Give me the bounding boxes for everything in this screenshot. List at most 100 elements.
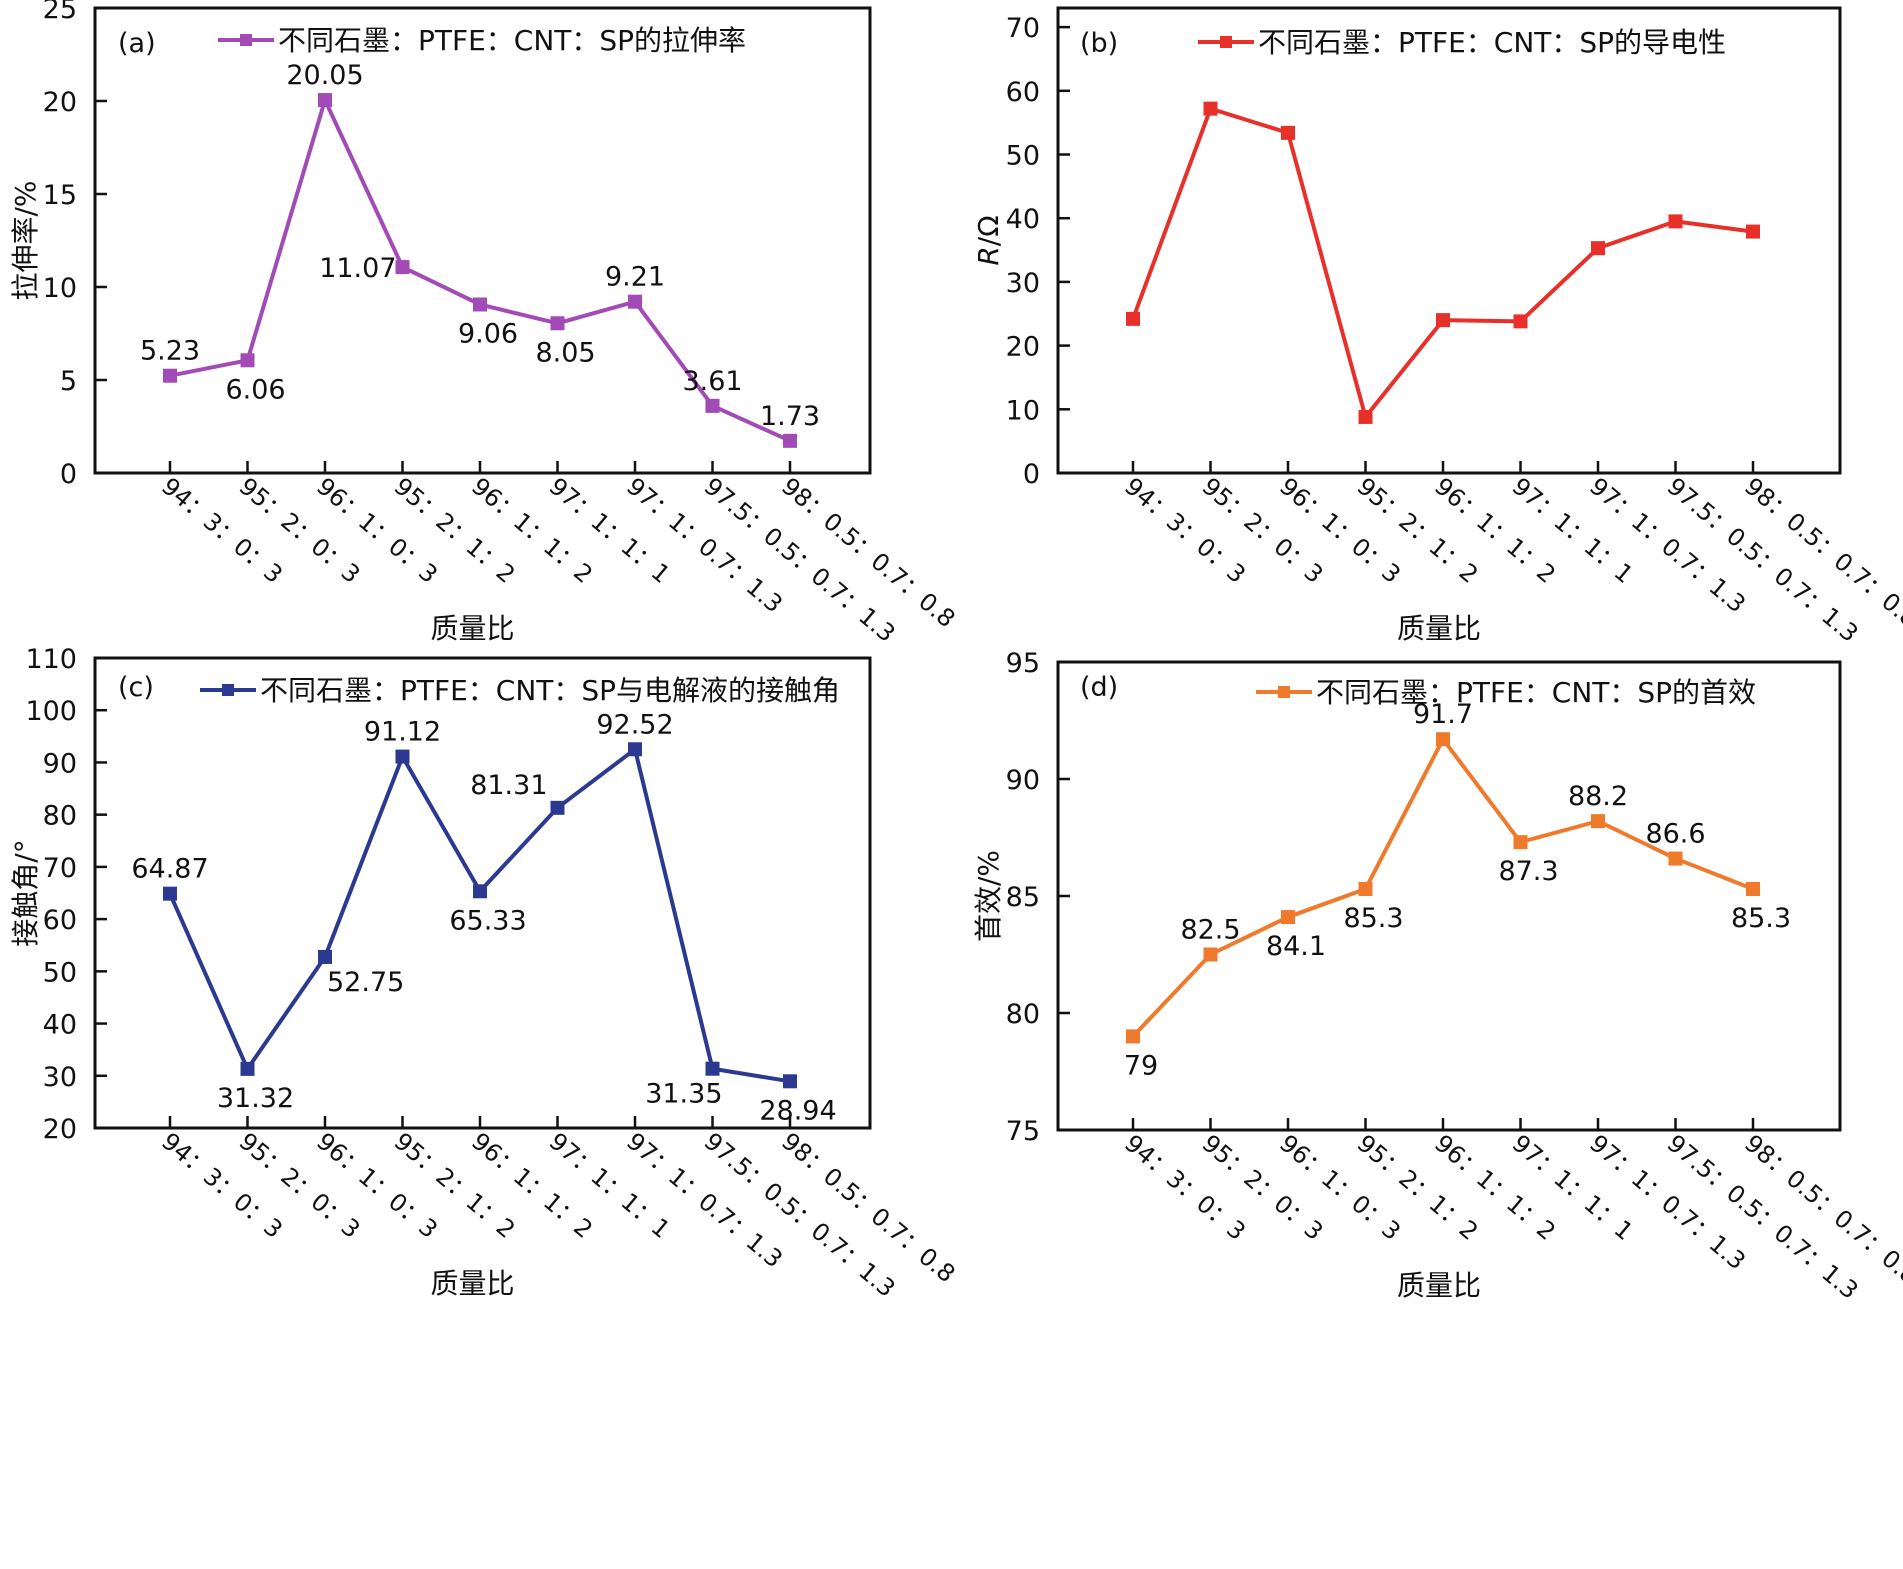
y-axis-title-unit: /Ω (972, 215, 1005, 246)
x-axis-title: 质量比 (430, 1267, 514, 1300)
data-label: 84.1 (1266, 931, 1326, 962)
y-tick-label: 0 (60, 459, 77, 490)
data-label: 91.7 (1413, 699, 1473, 730)
data-point (1513, 314, 1528, 329)
y-tick-label: 5 (60, 366, 77, 397)
y-tick-label: 90 (1006, 765, 1040, 796)
y-axis-title-italic: R (972, 246, 1005, 265)
data-label: 52.75 (327, 967, 404, 998)
panel-c: 203040506070809010011094：3：0：395：2：0：396… (9, 644, 960, 1303)
data-label: 65.33 (449, 905, 526, 936)
data-point (783, 1074, 797, 1089)
y-tick-label: 70 (1006, 13, 1040, 44)
y-tick-label: 50 (1006, 141, 1040, 172)
y-tick-label: 60 (1006, 77, 1040, 108)
data-point (163, 368, 177, 383)
data-point (395, 260, 410, 275)
data-point (1126, 311, 1140, 326)
y-axis-title: 接触角/° (9, 839, 42, 946)
y-tick-label: 20 (43, 87, 77, 118)
data-point (473, 884, 487, 899)
data-point (628, 742, 642, 757)
data-point (628, 294, 642, 309)
legend-marker (222, 684, 234, 696)
data-label: 88.2 (1568, 781, 1628, 812)
data-point (550, 800, 565, 815)
data-label: 20.05 (286, 60, 363, 91)
plot-frame (1056, 6, 1842, 475)
y-axis-title: R/Ω (972, 215, 1005, 265)
data-point (318, 949, 332, 964)
plot-frame (1056, 660, 1842, 1132)
legend-text: 不同石墨：PTFE：CNT：SP与电解液的接触角 (260, 674, 840, 707)
y-tick-label: 20 (1006, 332, 1040, 363)
y-tick-label: 30 (43, 1062, 77, 1093)
y-tick-label: 40 (1006, 204, 1040, 235)
data-point (240, 353, 255, 368)
data-point (1281, 125, 1295, 140)
x-axis-title: 质量比 (1397, 1269, 1481, 1302)
panel-label: (c) (118, 672, 154, 703)
panel-label: (b) (1080, 28, 1118, 59)
x-axis-title: 质量比 (1397, 612, 1481, 645)
y-tick-label: 100 (25, 696, 77, 727)
data-point (1591, 241, 1605, 256)
data-point (1436, 732, 1450, 747)
data-point (473, 297, 487, 312)
data-point (1591, 814, 1605, 829)
data-point (1358, 409, 1373, 424)
plot-frame (93, 6, 872, 475)
data-point (1281, 910, 1295, 925)
data-label: 31.35 (645, 1079, 722, 1110)
data-label: 1.73 (760, 401, 820, 432)
data-label: 91.12 (364, 717, 441, 748)
data-point (1668, 214, 1683, 229)
y-tick-label: 10 (1006, 395, 1040, 426)
panel-d: 758085909594：3：0：395：2：0：396：1：0：395：2：1… (972, 648, 1903, 1305)
data-label: 9.06 (458, 318, 518, 349)
y-tick-label: 0 (1023, 459, 1040, 490)
data-point (1746, 224, 1760, 239)
data-point (1436, 313, 1450, 328)
data-point (1668, 851, 1683, 866)
data-point (395, 749, 410, 764)
data-label: 28.94 (759, 1095, 836, 1126)
data-label: 5.23 (140, 336, 200, 367)
data-point (1513, 835, 1528, 850)
data-label: 64.87 (131, 854, 208, 885)
data-label: 81.31 (470, 770, 547, 801)
data-point (705, 1061, 720, 1076)
y-axis-title: 首效/% (972, 850, 1005, 942)
data-label: 9.21 (605, 262, 665, 293)
data-label: 31.32 (217, 1083, 294, 1114)
y-tick-label: 95 (1006, 648, 1040, 679)
legend-text: 不同石墨：PTFE：CNT：SP的首效 (1316, 676, 1756, 709)
panel-a: 051015202594：3：0：395：2：0：396：1：0：395：2：1… (9, 0, 960, 648)
data-label: 3.61 (682, 366, 742, 397)
y-tick-label: 60 (43, 905, 77, 936)
data-label: 6.06 (225, 374, 285, 405)
legend-marker (1220, 36, 1232, 48)
data-point (1746, 881, 1760, 896)
data-label: 85.3 (1343, 903, 1403, 934)
y-tick-label: 20 (43, 1114, 77, 1145)
data-label: 8.05 (535, 337, 595, 368)
data-point (163, 886, 177, 901)
panel-b: 01020304050607094：3：0：395：2：0：396：1：0：39… (972, 6, 1903, 648)
data-point (705, 398, 720, 413)
data-point (550, 316, 565, 331)
y-tick-label: 110 (25, 644, 77, 675)
legend-marker (240, 34, 252, 46)
y-tick-label: 75 (1006, 1116, 1040, 1147)
y-tick-label: 25 (43, 0, 77, 25)
y-tick-label: 10 (43, 273, 77, 304)
series-line (1131, 106, 1754, 419)
panel-label: (d) (1080, 672, 1118, 703)
series-line (1131, 737, 1754, 1038)
panel-label: (a) (118, 28, 156, 59)
data-point (1358, 881, 1373, 896)
y-tick-label: 50 (43, 957, 77, 988)
legend-text: 不同石墨：PTFE：CNT：SP的拉伸率 (278, 24, 746, 57)
data-point (783, 433, 797, 448)
